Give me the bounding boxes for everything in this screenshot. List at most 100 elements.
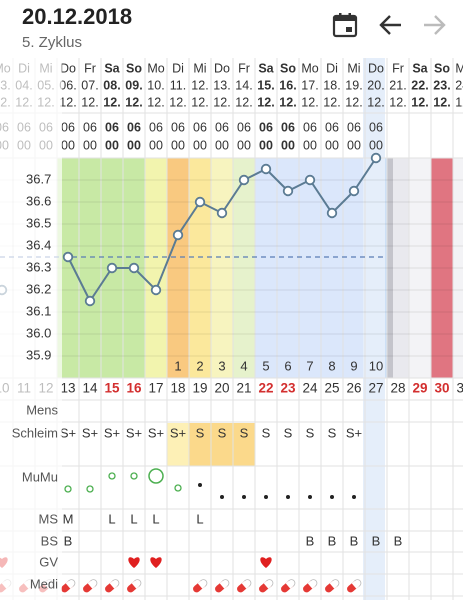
row-label: BS <box>41 533 59 548</box>
y-tick-label: 36.7 <box>26 171 51 186</box>
calendar-button[interactable] <box>332 13 358 38</box>
column-month: 12. <box>125 95 142 109</box>
phase-band <box>189 158 211 378</box>
column-hour: 06 <box>303 120 317 134</box>
medi-pill <box>213 577 231 595</box>
bs-value: B <box>64 533 73 548</box>
mumu-symbol <box>352 495 356 499</box>
medi-pill <box>125 577 143 595</box>
mumu-symbol <box>286 495 290 499</box>
column-day: 08. <box>103 78 120 92</box>
column-weekday: Sa <box>104 61 120 75</box>
column-weekday: Fr <box>84 61 96 75</box>
column-hour: 06 <box>171 120 185 134</box>
column-month: 12. <box>301 95 318 109</box>
schleim-value: S+ <box>148 425 164 440</box>
column-hour: 06 <box>237 120 251 134</box>
phase-band <box>145 158 167 378</box>
forward-button[interactable] <box>424 15 446 35</box>
cycle-day: 29 <box>412 381 427 396</box>
y-tick-label: 36.0 <box>26 325 51 340</box>
schleim-value: S+ <box>346 425 362 440</box>
schleim-value: S <box>284 425 293 440</box>
column-weekday: Do <box>60 61 76 75</box>
cycle-day: 16 <box>126 381 142 396</box>
column-minute: 00 <box>171 138 185 152</box>
schleim-value: S <box>262 425 271 440</box>
temperature-point <box>304 174 316 186</box>
column-month: 12. <box>257 95 274 109</box>
schleim-value: S <box>218 425 227 440</box>
column-month: 12. <box>59 95 76 109</box>
column-hour: 06 <box>259 120 273 134</box>
column-day: 14. <box>235 78 252 92</box>
column-hour: 06 <box>369 120 383 134</box>
mumu-symbol <box>198 483 202 487</box>
schleim-value: S+ <box>170 425 186 440</box>
temperature-point <box>172 229 184 241</box>
title: 20.12.2018 <box>22 4 132 29</box>
bs-value: B <box>328 533 337 548</box>
mumu-symbol <box>308 495 312 499</box>
temperature-point <box>282 185 294 197</box>
label-overlay <box>0 58 62 600</box>
bs-value: B <box>372 533 381 548</box>
column-month: 12. <box>367 95 384 109</box>
column-month: 12. <box>169 95 186 109</box>
medi-pill <box>235 577 253 595</box>
bs-value: B <box>306 533 315 548</box>
mumu-symbol <box>174 484 182 492</box>
column-hour: 06 <box>193 120 207 134</box>
column-hour: 06 <box>281 120 295 134</box>
temperature-point <box>216 207 228 219</box>
phase-band <box>343 158 365 378</box>
medi-pill <box>301 577 319 595</box>
cycle-day: 17 <box>148 381 163 396</box>
mumu-symbol <box>64 485 72 493</box>
column-weekday: Mo <box>455 61 463 75</box>
phase-count: 6 <box>284 358 291 373</box>
mumu-symbol <box>220 495 224 499</box>
y-tick-label: 36.1 <box>26 303 51 318</box>
column-month: 12. <box>389 95 406 109</box>
schleim-highlight <box>189 423 211 466</box>
column-weekday: Mi <box>193 61 206 75</box>
phase-count: 2 <box>196 358 203 373</box>
column-minute: 00 <box>303 138 317 152</box>
phase-count: 3 <box>218 358 225 373</box>
ms-value: L <box>152 511 159 526</box>
column-minute: 00 <box>61 138 75 152</box>
column-day: 09. <box>125 78 142 92</box>
column-weekday: Di <box>326 61 338 75</box>
cycle-day: 21 <box>236 381 251 396</box>
column-month: 12. <box>213 95 230 109</box>
column-weekday: Di <box>172 61 184 75</box>
gv-heart <box>128 557 140 568</box>
column-weekday: Do <box>214 61 230 75</box>
column-day: 18. <box>323 78 340 92</box>
column-weekday: Sa <box>412 61 428 75</box>
mumu-symbol <box>148 468 164 484</box>
cycle-day: 15 <box>104 381 120 396</box>
column-minute: 00 <box>83 138 97 152</box>
medi-pill <box>257 577 275 595</box>
cycle-day: 27 <box>368 381 383 396</box>
phase-band <box>321 158 343 378</box>
cycle-day: 24 <box>302 381 318 396</box>
column-day: 22. <box>411 78 428 92</box>
column-day: 15. <box>257 78 274 92</box>
phase-count: 1 <box>174 358 181 373</box>
schleim-highlight <box>167 423 189 466</box>
gv-heart <box>260 557 272 568</box>
phase-band <box>57 158 79 378</box>
y-tick-label: 36.6 <box>26 193 51 208</box>
mumu-symbol <box>86 485 94 493</box>
row-label: MuMu <box>22 469 58 484</box>
labels: 36.7 36.6 36.5 36.4 36.3 36.2 36.1 36.0 35.9 Mens… <box>12 171 59 591</box>
schleim-value: S+ <box>82 425 98 440</box>
back-button[interactable] <box>379 15 401 35</box>
temperature-point <box>260 163 272 175</box>
temperature-point <box>128 262 140 274</box>
temperature-point <box>194 196 206 208</box>
column-day: 21. <box>389 78 406 92</box>
